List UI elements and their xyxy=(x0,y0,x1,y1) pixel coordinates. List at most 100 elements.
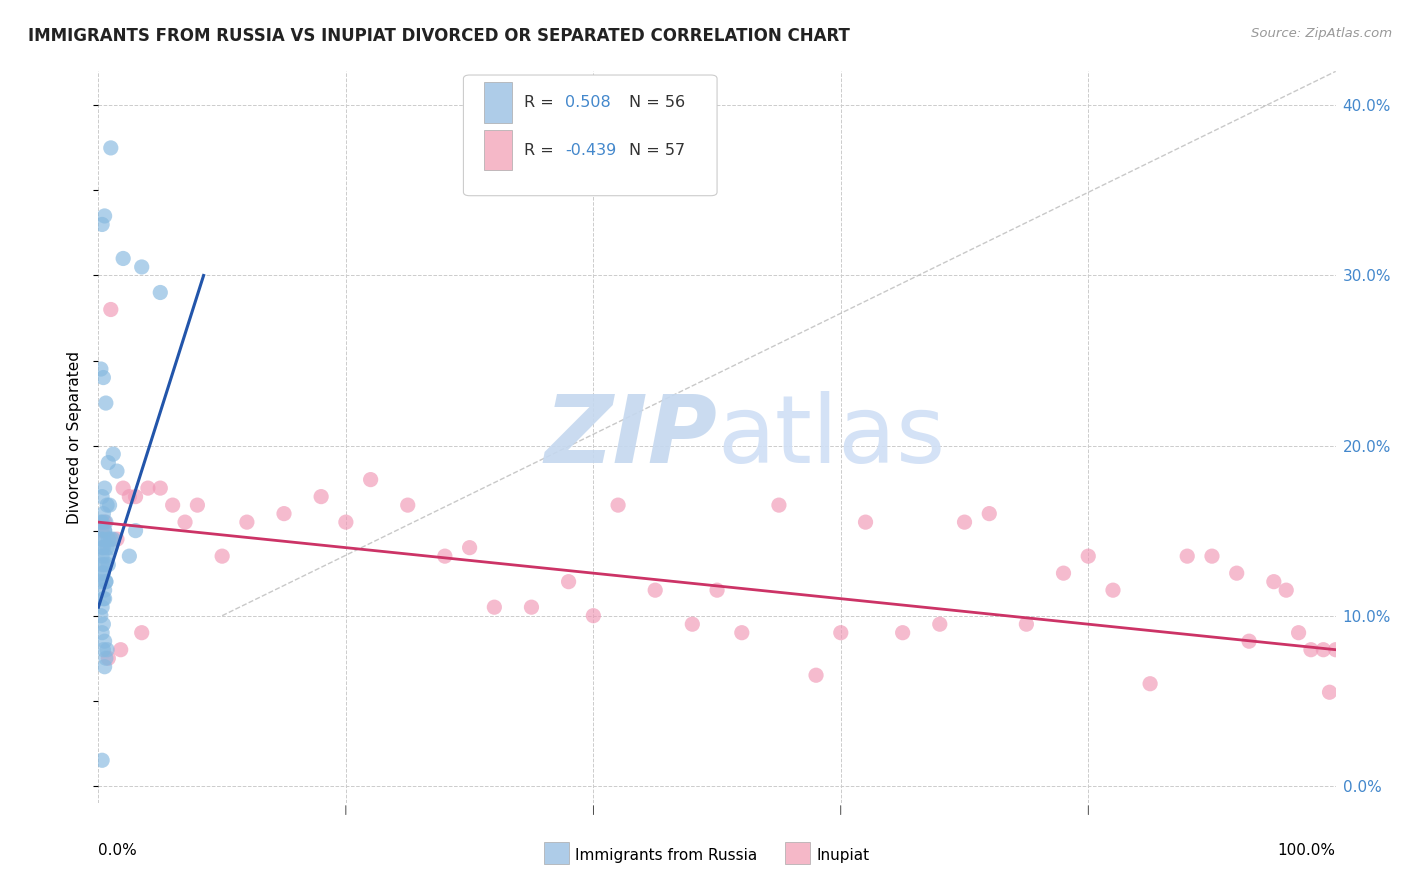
Point xyxy=(979,507,1001,521)
Point xyxy=(93,481,115,495)
Point xyxy=(891,625,914,640)
Point xyxy=(706,583,728,598)
Point xyxy=(1319,685,1341,699)
Point xyxy=(105,464,128,478)
Point xyxy=(928,617,950,632)
Point xyxy=(1077,549,1099,563)
Point xyxy=(91,515,114,529)
Text: 0.508: 0.508 xyxy=(565,95,610,111)
Point xyxy=(186,498,208,512)
Point xyxy=(97,456,120,470)
FancyBboxPatch shape xyxy=(785,842,810,864)
Point xyxy=(804,668,827,682)
Point xyxy=(91,600,114,615)
Point xyxy=(93,558,115,572)
Point xyxy=(91,558,114,572)
Point xyxy=(93,566,115,581)
Point xyxy=(94,515,117,529)
Point xyxy=(1226,566,1249,581)
Point xyxy=(118,549,141,563)
Text: Immigrants from Russia: Immigrants from Russia xyxy=(575,848,756,863)
FancyBboxPatch shape xyxy=(485,82,512,122)
Text: Inupiat: Inupiat xyxy=(815,848,869,863)
Point xyxy=(855,515,877,529)
FancyBboxPatch shape xyxy=(464,75,717,195)
Point xyxy=(90,362,112,376)
Point xyxy=(98,498,121,512)
Point xyxy=(93,642,115,657)
Point xyxy=(110,642,132,657)
Point xyxy=(103,447,125,461)
Point xyxy=(93,583,115,598)
Point xyxy=(768,498,790,512)
Point xyxy=(105,532,128,546)
Point xyxy=(94,651,117,665)
Point xyxy=(94,574,117,589)
Point xyxy=(93,541,115,555)
Point xyxy=(236,515,259,529)
Point xyxy=(93,617,115,632)
Point xyxy=(96,541,118,555)
Text: R =: R = xyxy=(524,143,560,158)
Text: Source: ZipAtlas.com: Source: ZipAtlas.com xyxy=(1251,27,1392,40)
Point xyxy=(90,608,112,623)
Point xyxy=(91,541,114,555)
Point xyxy=(93,591,115,606)
Point xyxy=(90,532,112,546)
Point xyxy=(1288,625,1310,640)
Point xyxy=(273,507,295,521)
Point xyxy=(1139,677,1161,691)
Point xyxy=(93,515,115,529)
Point xyxy=(112,252,135,266)
Point xyxy=(830,625,852,640)
Point xyxy=(520,600,543,615)
Point xyxy=(1237,634,1260,648)
Point xyxy=(96,642,118,657)
Point xyxy=(124,490,146,504)
Point xyxy=(1201,549,1223,563)
Point xyxy=(309,490,332,504)
Point xyxy=(91,524,114,538)
Point xyxy=(94,396,117,410)
Point xyxy=(97,651,120,665)
Point xyxy=(100,532,122,546)
Point xyxy=(953,515,976,529)
Point xyxy=(681,617,703,632)
Point xyxy=(100,141,122,155)
Text: ZIP: ZIP xyxy=(544,391,717,483)
Point xyxy=(557,574,579,589)
Point xyxy=(91,218,114,232)
Point xyxy=(90,574,112,589)
Text: N = 56: N = 56 xyxy=(630,95,685,111)
Point xyxy=(1324,642,1347,657)
Point xyxy=(433,549,456,563)
Point xyxy=(458,541,481,555)
Point xyxy=(97,558,120,572)
Point xyxy=(1052,566,1074,581)
Y-axis label: Divorced or Separated: Divorced or Separated xyxy=(67,351,83,524)
Text: IMMIGRANTS FROM RUSSIA VS INUPIAT DIVORCED OR SEPARATED CORRELATION CHART: IMMIGRANTS FROM RUSSIA VS INUPIAT DIVORC… xyxy=(28,27,851,45)
FancyBboxPatch shape xyxy=(544,842,568,864)
Point xyxy=(131,625,153,640)
Point xyxy=(93,524,115,538)
Point xyxy=(396,498,419,512)
Point xyxy=(91,753,114,767)
Point xyxy=(93,532,115,546)
Text: 0.0%: 0.0% xyxy=(98,843,138,858)
Point xyxy=(97,532,120,546)
Point xyxy=(1312,642,1334,657)
Point xyxy=(149,481,172,495)
Point xyxy=(93,634,115,648)
Point xyxy=(582,608,605,623)
Point xyxy=(644,583,666,598)
Point xyxy=(211,549,233,563)
Point xyxy=(93,659,115,673)
Point xyxy=(93,591,115,606)
Point xyxy=(360,473,382,487)
Point xyxy=(607,498,630,512)
Point xyxy=(1102,583,1125,598)
Point xyxy=(1263,574,1285,589)
Point xyxy=(103,532,125,546)
Point xyxy=(118,490,141,504)
Point xyxy=(93,370,115,384)
